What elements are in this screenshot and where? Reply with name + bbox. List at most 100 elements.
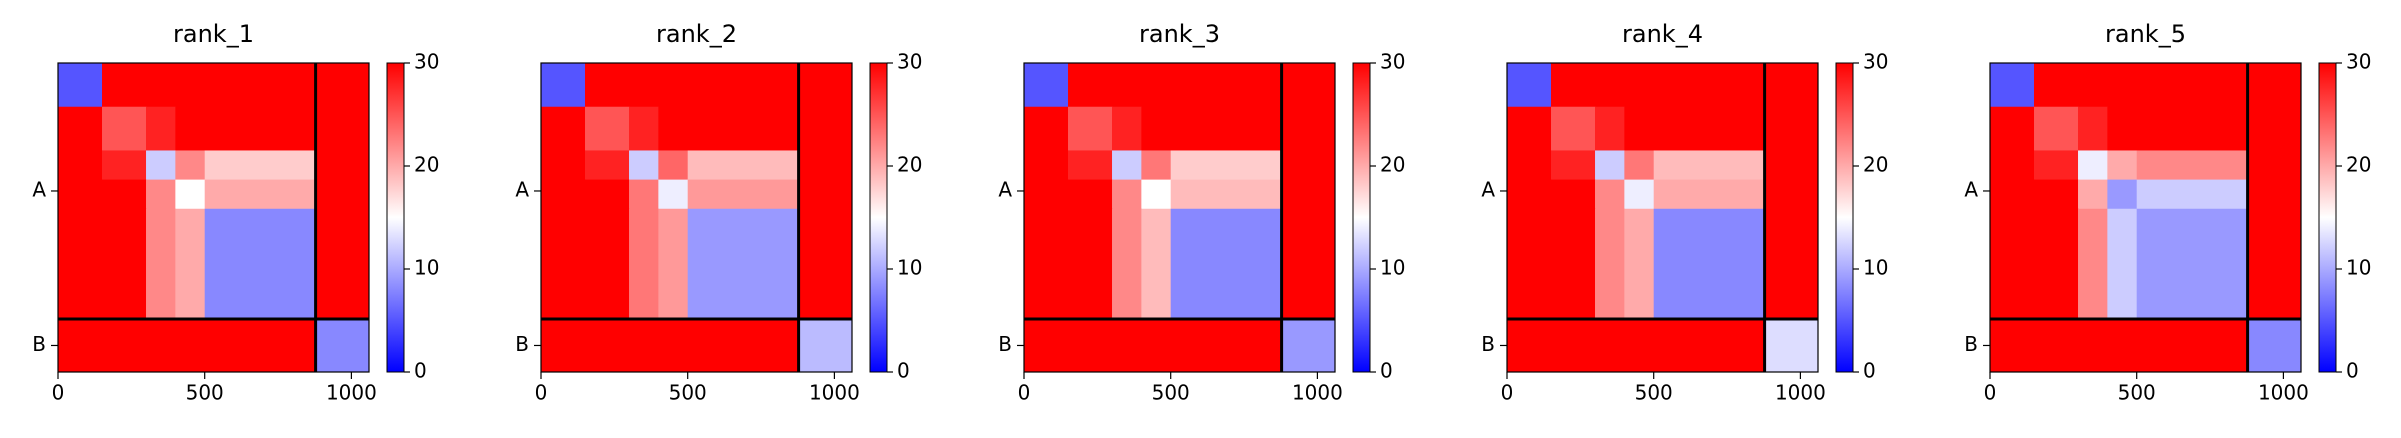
heatmap-cell [1141, 63, 1172, 108]
heatmap-cell [204, 179, 317, 210]
colorbar [869, 62, 888, 373]
heatmap-cell [315, 318, 370, 373]
heatmap-cell [1170, 63, 1283, 108]
heatmap-cell [204, 208, 317, 320]
heatmap-cell [687, 106, 800, 151]
heatmap-cell [175, 179, 206, 210]
heatmap-cell [798, 150, 853, 181]
panel-title: rank_1 [173, 20, 254, 48]
x-tick-label: 500 [1152, 381, 1190, 405]
heatmap-cell [1024, 106, 1069, 151]
heatmap-cell [1764, 179, 1819, 210]
heatmap-cell [1281, 63, 1336, 108]
heatmap-cell [1764, 208, 1819, 320]
heatmap-cell [204, 318, 317, 373]
heatmap-cell [1281, 318, 1336, 373]
x-tick-label: 0 [52, 381, 65, 405]
heatmap-cell [2136, 106, 2249, 151]
heatmap-cell [2034, 318, 2079, 373]
x-tick-label: 0 [1984, 381, 1997, 405]
y-tick-label: B [32, 332, 46, 356]
heatmap-cell [1170, 208, 1283, 320]
heatmap-cell [2247, 106, 2302, 151]
heatmap-cell [1551, 150, 1596, 181]
colorbar-tick-label: 20 [1863, 153, 1888, 177]
heatmap-cell [1112, 150, 1142, 181]
colorbar [2318, 62, 2337, 373]
heatmap-cell [1764, 318, 1819, 373]
heatmap-cell [1141, 106, 1172, 151]
heatmap-cell [1281, 150, 1336, 181]
colorbar-tick-label: 20 [414, 153, 439, 177]
colorbar-tick-label: 20 [2346, 153, 2371, 177]
colorbar-tick-label: 0 [1863, 359, 1876, 383]
heatmap-cell [687, 318, 800, 373]
heatmap-cell [146, 318, 176, 373]
heatmap-cell [1551, 179, 1596, 210]
heatmap-cell [2107, 150, 2138, 181]
y-tick-label: B [998, 332, 1012, 356]
heatmap-cell [102, 106, 147, 151]
heatmap-cell [315, 150, 370, 181]
heatmap-cell [658, 208, 689, 320]
heatmap-cell [146, 179, 176, 210]
heatmap-cell [1624, 318, 1655, 373]
heatmap-cell [58, 150, 103, 181]
heatmap-cell [1024, 318, 1069, 373]
heatmap-cell [1653, 106, 1766, 151]
heatmap-cell [146, 150, 176, 181]
x-tick-label: 1000 [2258, 381, 2309, 405]
heatmap-cell [1170, 179, 1283, 210]
colorbar-tick-label: 0 [1380, 359, 1393, 383]
heatmap-cell [2078, 106, 2108, 151]
heatmap-cell [541, 63, 586, 108]
heatmap-cell [2247, 150, 2302, 181]
heatmap-cell [629, 150, 659, 181]
heatmap-cell [2078, 150, 2108, 181]
heatmap-cell [1990, 179, 2035, 210]
y-tick-label: B [1964, 332, 1978, 356]
heatmap-cell [58, 208, 103, 320]
colorbar-tick-label: 10 [1863, 256, 1888, 280]
panel-title: rank_3 [1139, 20, 1220, 48]
colorbar-tick-label: 20 [1380, 153, 1405, 177]
heatmap-cell [1068, 150, 1113, 181]
x-tick-label: 500 [186, 381, 224, 405]
heatmap-cell [798, 318, 853, 373]
y-tick-label: A [32, 177, 46, 201]
heatmap-cell [1595, 179, 1625, 210]
panel-title: rank_2 [656, 20, 737, 48]
heatmap-cell [2107, 208, 2138, 320]
heatmap-cell [629, 106, 659, 151]
heatmap-cell [1595, 63, 1625, 108]
heatmap-cell [798, 63, 853, 108]
heatmap-cell [585, 106, 630, 151]
heatmap-cell [102, 63, 147, 108]
heatmap-cell [1507, 318, 1552, 373]
heatmap-cell [1624, 150, 1655, 181]
colorbar-tick-label: 20 [897, 153, 922, 177]
heatmap-cell [2247, 63, 2302, 108]
x-tick-label: 1000 [326, 381, 377, 405]
axes-frame [1989, 62, 2302, 373]
colorbar-tick-label: 10 [2346, 256, 2371, 280]
heatmap-cell [1112, 106, 1142, 151]
heatmap-cell [1653, 318, 1766, 373]
heatmap-cell [102, 179, 147, 210]
axes-frame [540, 62, 853, 373]
heatmap-cell [1170, 318, 1283, 373]
heatmap-cell [541, 150, 586, 181]
heatmap-cell [1507, 208, 1552, 320]
heatmap-cell [1653, 63, 1766, 108]
heatmap-cell [629, 208, 659, 320]
y-tick-label: B [1481, 332, 1495, 356]
x-tick-label: 1000 [1775, 381, 1826, 405]
colorbar-tick-label: 10 [897, 256, 922, 280]
heatmap-cell [1170, 150, 1283, 181]
heatmap-cell [1653, 150, 1766, 181]
x-tick-label: 0 [1501, 381, 1514, 405]
heatmap-cell [1112, 318, 1142, 373]
heatmap-cell [1068, 63, 1113, 108]
heatmap-cell [1551, 63, 1596, 108]
colorbar-tick-label: 30 [897, 50, 922, 74]
